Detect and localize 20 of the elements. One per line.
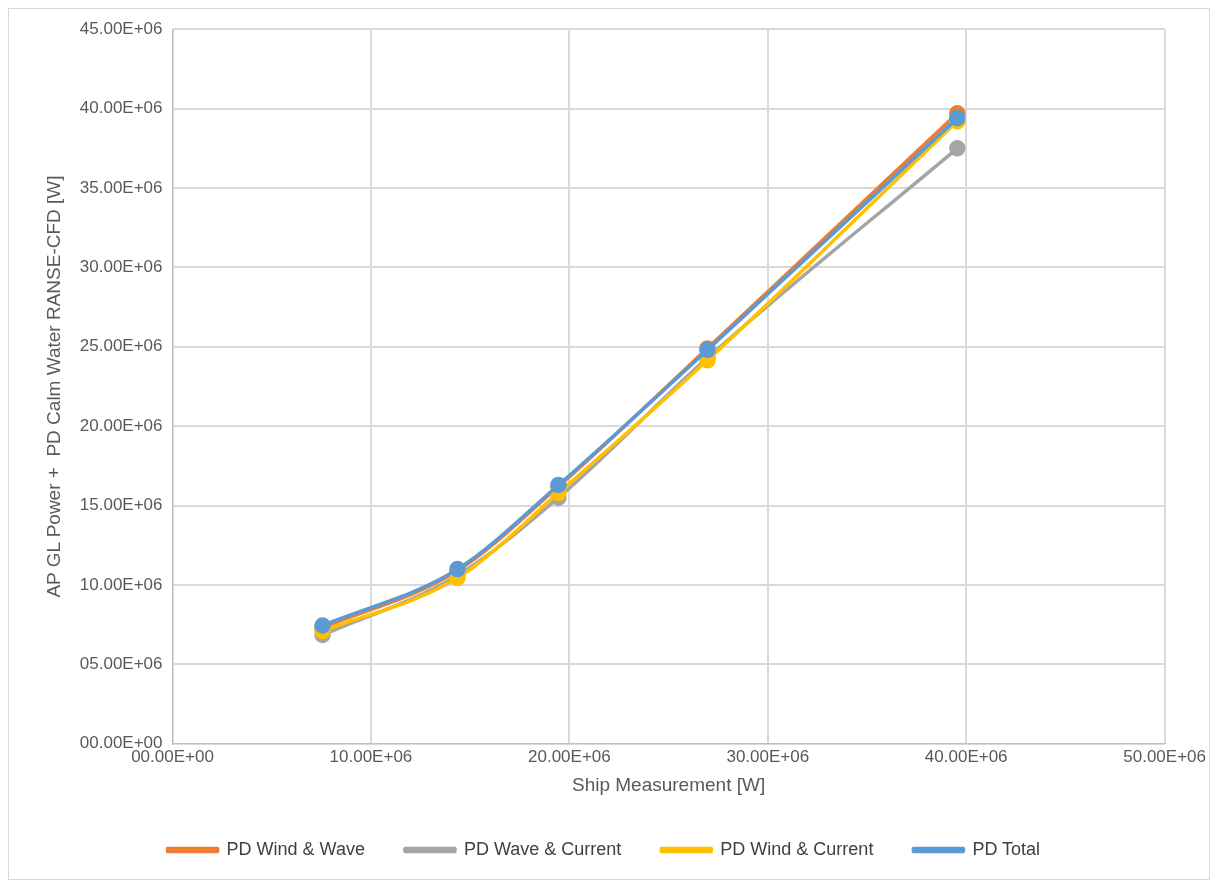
legend-label: PD Total [972, 838, 1041, 859]
y-tick-label: 45.00E+06 [79, 18, 163, 38]
y-tick-label: 20.00E+06 [79, 415, 163, 435]
y-axis-title: AP GL Power + PD Calm Water RANSE-CFD [W] [42, 175, 64, 598]
legend-label: PD Wind & Wave [226, 838, 365, 859]
x-tick-label: 50.00E+06 [1123, 746, 1206, 766]
y-tick-label: 40.00E+06 [79, 98, 163, 118]
x-axis-title: Ship Measurement [W] [571, 773, 766, 795]
y-tick-label: 15.00E+06 [79, 495, 163, 515]
x-tick-label: 40.00E+06 [924, 746, 1008, 766]
legend-label: PD Wave & Current [463, 838, 622, 859]
y-tick-label: 10.00E+06 [79, 574, 163, 594]
y-tick-label: 05.00E+06 [79, 654, 163, 674]
y-tick-label: 30.00E+06 [79, 257, 163, 277]
x-tick-label: 30.00E+06 [726, 746, 810, 766]
x-tick-label: 20.00E+06 [528, 746, 611, 766]
legend-label: PD Wind & Current [720, 838, 874, 859]
y-tick-label: 25.00E+06 [79, 336, 163, 356]
y-tick-label: 35.00E+06 [79, 177, 163, 197]
x-tick-label: 10.00E+06 [329, 746, 413, 766]
